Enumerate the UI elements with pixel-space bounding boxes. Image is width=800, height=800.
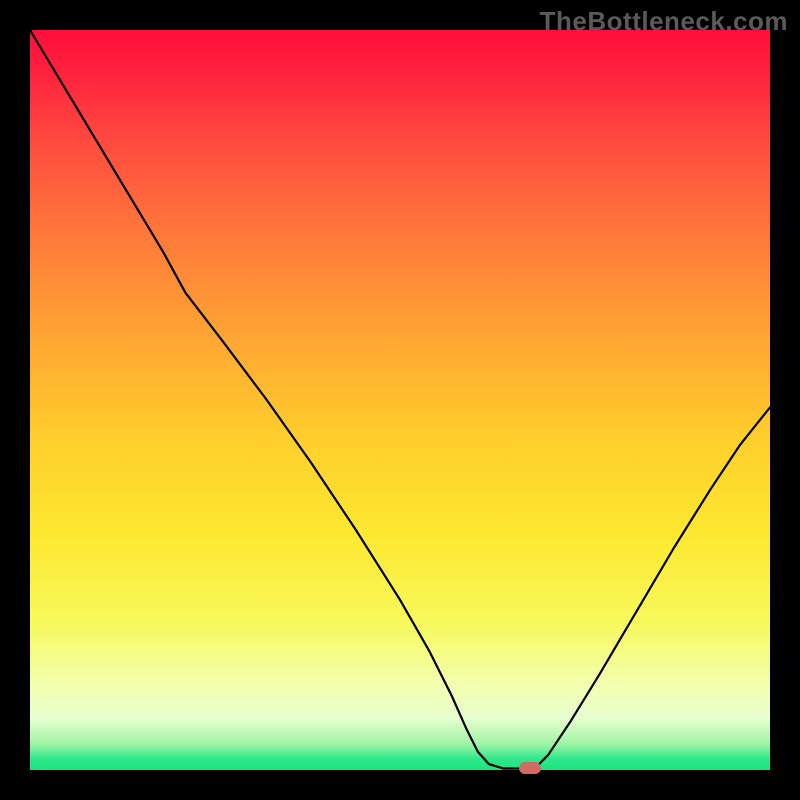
plot-area (30, 30, 770, 770)
chart-svg (30, 30, 770, 770)
chart-frame: TheBottleneck.com (0, 0, 800, 800)
bottleneck-minimum-marker (519, 762, 541, 774)
gradient-background-rect (30, 30, 770, 770)
